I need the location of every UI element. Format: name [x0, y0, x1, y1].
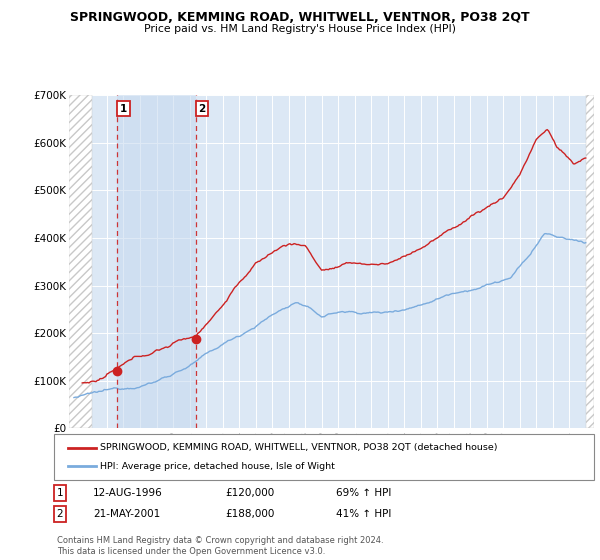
Text: 41% ↑ HPI: 41% ↑ HPI	[336, 509, 391, 519]
Text: 69% ↑ HPI: 69% ↑ HPI	[336, 488, 391, 498]
Text: 1: 1	[56, 488, 64, 498]
Text: £188,000: £188,000	[225, 509, 274, 519]
Bar	[117, 95, 196, 428]
Text: Contains HM Land Registry data © Crown copyright and database right 2024.
This d: Contains HM Land Registry data © Crown c…	[57, 536, 383, 556]
Text: 12-AUG-1996: 12-AUG-1996	[93, 488, 163, 498]
Text: £120,000: £120,000	[225, 488, 274, 498]
Text: SPRINGWOOD, KEMMING ROAD, WHITWELL, VENTNOR, PO38 2QT (detached house): SPRINGWOOD, KEMMING ROAD, WHITWELL, VENT…	[100, 443, 498, 452]
Text: SPRINGWOOD, KEMMING ROAD, WHITWELL, VENTNOR, PO38 2QT: SPRINGWOOD, KEMMING ROAD, WHITWELL, VENT…	[70, 11, 530, 24]
Text: 1: 1	[119, 104, 127, 114]
Text: 21-MAY-2001: 21-MAY-2001	[93, 509, 160, 519]
Text: Price paid vs. HM Land Registry's House Price Index (HPI): Price paid vs. HM Land Registry's House …	[144, 24, 456, 34]
Text: HPI: Average price, detached house, Isle of Wight: HPI: Average price, detached house, Isle…	[100, 462, 335, 471]
Bar	[69, 95, 92, 428]
Bar	[586, 95, 594, 428]
Text: 2: 2	[56, 509, 64, 519]
Text: 2: 2	[198, 104, 206, 114]
